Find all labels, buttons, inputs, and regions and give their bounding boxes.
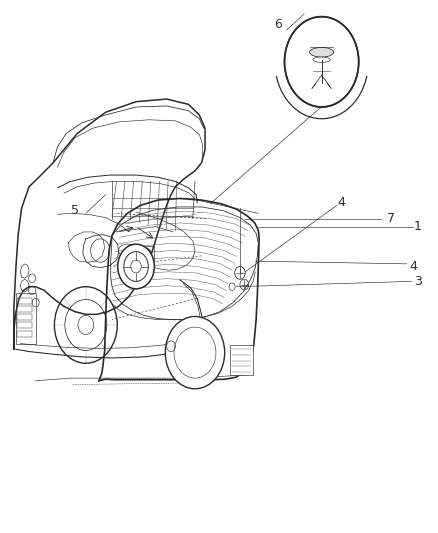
Bar xyxy=(17,306,32,312)
Text: 4: 4 xyxy=(410,260,417,273)
Bar xyxy=(16,293,35,344)
FancyBboxPatch shape xyxy=(230,345,253,375)
Circle shape xyxy=(165,317,225,389)
Text: 6: 6 xyxy=(274,18,282,31)
Text: 7: 7 xyxy=(388,212,396,225)
Text: 4: 4 xyxy=(337,196,345,209)
Circle shape xyxy=(285,17,359,107)
Ellipse shape xyxy=(310,47,334,57)
Bar xyxy=(17,332,32,337)
Text: 3: 3 xyxy=(414,275,422,288)
Ellipse shape xyxy=(313,57,330,62)
Circle shape xyxy=(118,244,154,289)
Bar xyxy=(17,298,32,304)
Text: 5: 5 xyxy=(71,204,79,217)
Bar xyxy=(17,322,32,328)
Text: 1: 1 xyxy=(414,220,422,233)
Bar xyxy=(17,314,32,320)
